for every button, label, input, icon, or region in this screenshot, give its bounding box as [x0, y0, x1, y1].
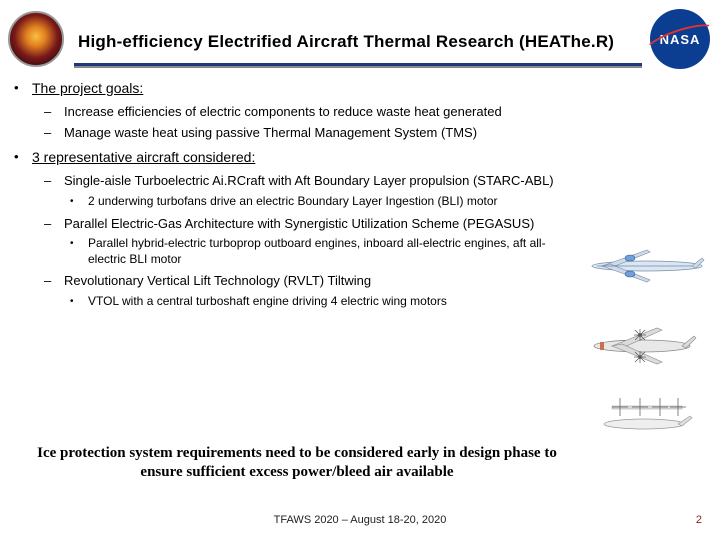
item-text: Single-aisle Turboelectric Ai.RCraft wit…	[64, 173, 554, 190]
list-item: – Single-aisle Turboelectric Ai.RCraft w…	[44, 173, 570, 190]
dash-icon: –	[44, 273, 64, 290]
mission-badge-icon	[8, 11, 64, 67]
list-item: • VTOL with a central turboshaft engine …	[70, 294, 570, 310]
list-item: – Manage waste heat using passive Therma…	[44, 125, 570, 142]
bullet-icon: •	[14, 149, 32, 167]
list-item: – Revolutionary Vertical Lift Technology…	[44, 273, 570, 290]
slide-title: High-efficiency Electrified Aircraft The…	[78, 32, 650, 52]
heading-text: The project goals:	[32, 80, 143, 98]
content-body: • The project goals: – Increase efficien…	[14, 78, 570, 316]
nasa-label: NASA	[660, 32, 701, 47]
nasa-logo-icon: NASA	[650, 9, 710, 69]
item-text: Parallel hybrid-electric turboprop outbo…	[88, 236, 570, 267]
list-item: – Increase efficiencies of electric comp…	[44, 104, 570, 121]
heading-text: 3 representative aircraft considered:	[32, 149, 255, 167]
title-bar: High-efficiency Electrified Aircraft The…	[0, 20, 720, 64]
dot-icon: •	[70, 294, 88, 310]
list-item: • Parallel hybrid-electric turboprop out…	[70, 236, 570, 267]
title-underline	[74, 63, 642, 66]
footer-text: TFAWS 2020 – August 18-20, 2020	[0, 514, 720, 526]
list-item: • 2 underwing turbofans drive an electri…	[70, 194, 570, 210]
dash-icon: –	[44, 125, 64, 142]
section-heading: • The project goals:	[14, 80, 570, 98]
dash-icon: –	[44, 104, 64, 121]
list-item: – Parallel Electric-Gas Architecture wit…	[44, 216, 570, 233]
item-text: Increase efficiencies of electric compon…	[64, 104, 502, 121]
aircraft-rvlt-icon	[582, 396, 712, 446]
item-text: Revolutionary Vertical Lift Technology (…	[64, 273, 371, 290]
dot-icon: •	[70, 236, 88, 267]
item-text: Parallel Electric-Gas Architecture with …	[64, 216, 534, 233]
page-number: 2	[696, 514, 702, 526]
callout-text: Ice protection system requirements need …	[24, 444, 570, 482]
item-text: VTOL with a central turboshaft engine dr…	[88, 294, 447, 310]
aircraft-pegasus-icon	[582, 320, 712, 370]
item-text: 2 underwing turbofans drive an electric …	[88, 194, 498, 210]
aircraft-starc-abl-icon	[582, 238, 712, 288]
dash-icon: –	[44, 216, 64, 233]
dot-icon: •	[70, 194, 88, 210]
bullet-icon: •	[14, 80, 32, 98]
section-heading: • 3 representative aircraft considered:	[14, 149, 570, 167]
item-text: Manage waste heat using passive Thermal …	[64, 125, 477, 142]
dash-icon: –	[44, 173, 64, 190]
